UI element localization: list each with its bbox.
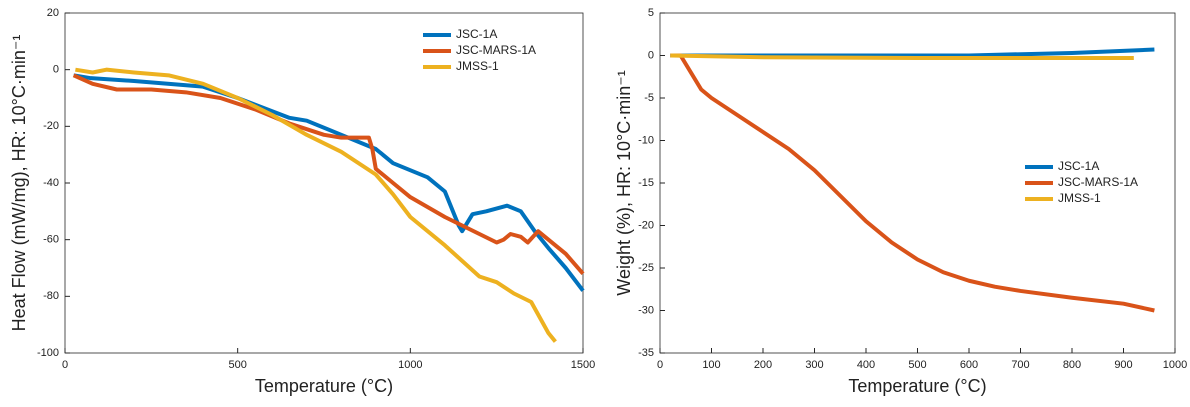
- legend-label: JSC-1A: [456, 27, 497, 41]
- y-tick-label: -60: [43, 234, 59, 246]
- x-tick-label: 1500: [571, 359, 595, 371]
- x-tick-label: 500: [228, 359, 246, 371]
- x-tick-label: 900: [1114, 359, 1132, 371]
- data-line: [670, 47, 1155, 58]
- y-axis-label: Heat Flow (mW/mg), HR: 10°C·min⁻¹: [9, 35, 29, 332]
- data-line: [73, 73, 585, 292]
- plot-frame: [64, 12, 584, 354]
- x-tick-label: 1000: [398, 359, 422, 371]
- y-tick-label: -100: [37, 347, 59, 359]
- y-tick-label: -20: [638, 219, 654, 231]
- y-tick-label: -10: [638, 134, 654, 146]
- legend-label: JMSS-1: [456, 59, 499, 73]
- y-tick-label: 0: [648, 49, 654, 61]
- x-tick-label: 500: [908, 359, 926, 371]
- data-line: [72, 73, 585, 275]
- y-axis-label: Weight (%), HR: 10°C·min⁻¹: [614, 70, 634, 295]
- x-tick-label: 300: [805, 359, 823, 371]
- data-line: [75, 67, 557, 343]
- y-tick-label: -25: [638, 262, 654, 274]
- x-tick-label: 200: [754, 359, 772, 371]
- legend-label: JSC-MARS-1A: [456, 43, 536, 57]
- x-tick-label: 0: [657, 359, 663, 371]
- legend-label: JMSS-1: [1058, 191, 1101, 205]
- data-line: [670, 53, 1155, 313]
- y-tick-label: -35: [638, 347, 654, 359]
- x-tick-label: 100: [702, 359, 720, 371]
- y-tick-label: -20: [43, 120, 59, 132]
- x-tick-label: 800: [1063, 359, 1081, 371]
- y-tick-label: -80: [43, 290, 59, 302]
- x-axis-label: Temperature (°C): [848, 376, 986, 396]
- legend-label: JSC-MARS-1A: [1058, 175, 1138, 189]
- data-line: [670, 53, 1134, 61]
- y-tick-label: -5: [644, 92, 654, 104]
- x-tick-label: 0: [62, 359, 68, 371]
- x-tick-label: 400: [857, 359, 875, 371]
- y-tick-label: -30: [638, 304, 654, 316]
- y-tick-label: 5: [648, 7, 654, 19]
- x-tick-label: 600: [960, 359, 978, 371]
- y-tick-label: 0: [53, 64, 59, 76]
- legend-label: JSC-1A: [1058, 159, 1099, 173]
- y-tick-label: -15: [638, 177, 654, 189]
- x-tick-label: 1000: [1163, 359, 1187, 371]
- y-tick-label: -40: [43, 177, 59, 189]
- x-tick-label: 700: [1011, 359, 1029, 371]
- x-axis-label: Temperature (°C): [255, 376, 393, 396]
- y-tick-label: 20: [47, 7, 59, 19]
